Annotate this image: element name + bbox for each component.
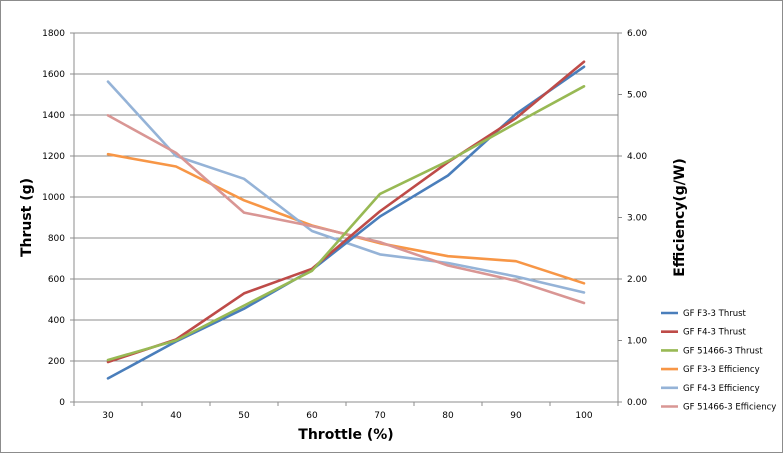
series-line [106,152,586,285]
left-tick-label: 1400 [42,111,65,121]
left-tick-label: 1800 [42,29,65,39]
x-tick-label: 60 [306,411,318,421]
left-tick-label: 400 [48,316,65,326]
left-tick-label: 1200 [42,152,65,162]
legend-label: GF 51466-3 Thrust [683,346,763,356]
legend-label: GF 51466-3 Efficiency [683,403,776,413]
x-tick-label: 30 [102,411,114,421]
left-tick-label: 200 [48,357,65,367]
left-tick-label: 1000 [42,193,65,203]
x-tick-label: 40 [170,411,182,421]
left-tick-label: 600 [48,275,65,285]
series-line [106,65,586,380]
right-tick-label: 6.00 [627,29,647,39]
series-line [106,60,586,364]
right-tick-label: 3.00 [627,214,647,224]
legend-label: GF F3-3 Efficiency [683,365,760,375]
x-tick-label: 50 [238,411,250,421]
series-line [106,85,586,362]
right-axis-title: Efficiency(g/W) [672,158,688,277]
x-tick-label: 80 [442,411,454,421]
right-tick-label: 1.00 [627,337,647,347]
left-tick-label: 1600 [42,70,65,80]
right-tick-label: 4.00 [627,152,647,162]
legend-label: GF F3-3 Thrust [683,309,747,319]
right-tick-label: 2.00 [627,275,647,285]
legend-label: GF F4-3 Efficiency [683,384,760,394]
legend-label: GF F4-3 Thrust [683,328,747,338]
x-tick-label: 70 [374,411,386,421]
left-tick-label: 0 [59,398,65,408]
left-axis-title: Thrust (g) [19,178,35,257]
right-tick-label: 0.00 [627,398,647,408]
left-tick-label: 800 [48,234,65,244]
right-tick-label: 5.00 [627,91,647,101]
x-tick-label: 90 [510,411,522,421]
x-axis-title: Throttle (%) [298,427,393,443]
x-tick-label: 100 [575,411,592,421]
